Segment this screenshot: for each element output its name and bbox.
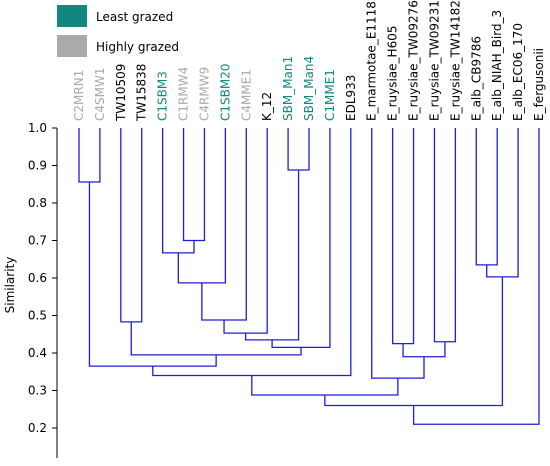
dendrogram-link <box>475 128 498 266</box>
leaf-label: C4SMW1 <box>93 68 107 121</box>
y-tick-label: 0.9 <box>28 159 47 173</box>
dendrogram-link <box>412 128 540 425</box>
leaf-label: K_12 <box>260 92 274 121</box>
dendrogram-link <box>177 128 227 284</box>
leaf-label: C4RMW9 <box>197 67 211 121</box>
y-tick-label: 0.8 <box>28 196 47 210</box>
leaf-label: E_alb_EC06_170 <box>511 23 525 121</box>
leaf-label: E_ruysiae_TW09231 <box>427 0 441 121</box>
leaf-label: EDL933 <box>344 75 358 121</box>
leaf-label: TW15838 <box>135 64 149 122</box>
y-tick-label: 0.4 <box>28 346 47 360</box>
leaf-label: SBM_Man1 <box>281 56 295 121</box>
dendrogram-link <box>371 128 425 379</box>
dendrogram-link <box>78 128 101 183</box>
dendrogram-link <box>182 128 206 242</box>
leaf-label: C1MME1 <box>323 69 337 121</box>
y-tick-label: 0.3 <box>28 384 47 398</box>
dendrogram-link <box>161 128 195 254</box>
dendrogram-link <box>152 128 352 377</box>
legend-swatch <box>57 5 87 27</box>
dendrogram-link <box>120 128 143 323</box>
y-tick-label: 0.2 <box>28 421 47 435</box>
leaf-label: C4MME1 <box>239 69 253 121</box>
leaf-label: E_ruysiae_TW09276 <box>407 0 421 121</box>
dendrogram-link <box>486 128 519 278</box>
dendrogram-link <box>271 128 331 349</box>
leaf-label: E_marmotae_E1118 <box>365 1 379 121</box>
leaf-label: SBM_Man4 <box>302 56 316 121</box>
legend-label: Highly grazed <box>96 40 179 54</box>
legend-swatch <box>57 35 87 57</box>
leaf-label: C1RMW4 <box>177 67 191 121</box>
leaf-label: TW10509 <box>114 64 128 122</box>
y-tick-label: 1.0 <box>28 121 47 135</box>
y-tick-label: 0.7 <box>28 234 47 248</box>
dendrogram-link <box>130 321 302 356</box>
dendrogram-link <box>223 128 268 334</box>
leaf-label: C1SBM20 <box>218 64 232 122</box>
y-tick-label: 0.6 <box>28 271 47 285</box>
dendrogram-link <box>287 128 310 171</box>
dendrogram-link <box>391 128 415 345</box>
leaf-label: E_fergusonii <box>532 48 546 121</box>
leaf-label: E_ruysiae_TW14182 <box>448 0 462 121</box>
legend-label: Least grazed <box>96 10 173 24</box>
leaf-label: E_ruysiae_H605 <box>386 26 400 121</box>
dendrogram-link <box>201 128 247 321</box>
y-tick-label: 0.5 <box>28 309 47 323</box>
leaf-label: E_alb_CB9786 <box>469 36 483 121</box>
y-axis-label: Similarity <box>3 257 17 314</box>
dendrogram-link <box>88 182 217 367</box>
leaf-label: C2MRN1 <box>72 70 86 121</box>
dendrogram-link <box>244 170 300 341</box>
leaf-label: C1SBM3 <box>156 71 170 121</box>
dendrogram-link <box>433 128 457 343</box>
leaf-label: E_alb_NIAH_Bird_3 <box>490 10 504 121</box>
